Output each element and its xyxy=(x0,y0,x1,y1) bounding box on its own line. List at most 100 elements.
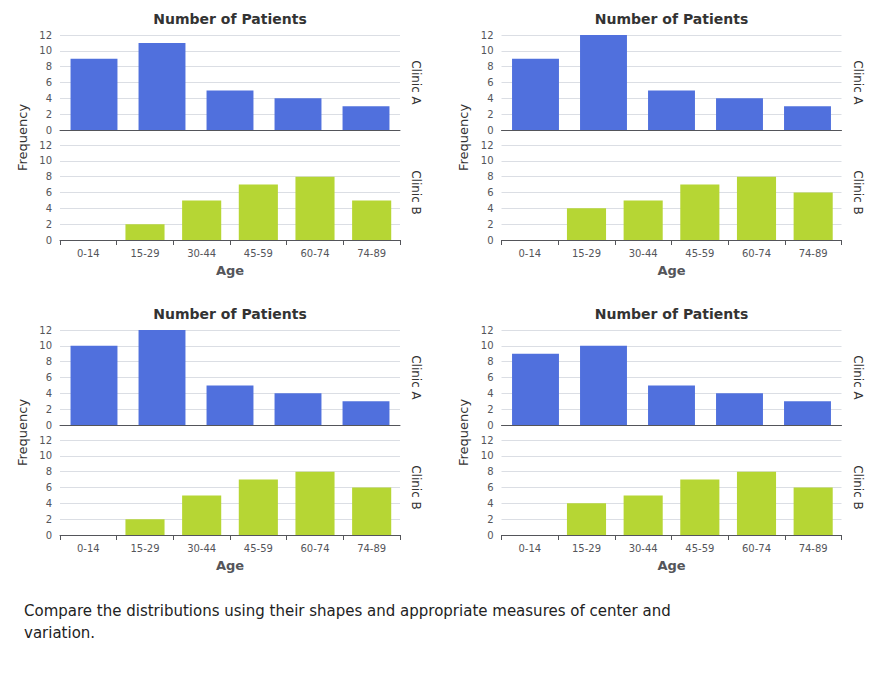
svg-text:4: 4 xyxy=(46,498,52,509)
svg-text:2: 2 xyxy=(487,109,493,120)
svg-text:45-59: 45-59 xyxy=(685,248,714,259)
svg-text:2: 2 xyxy=(46,404,52,415)
svg-text:12: 12 xyxy=(481,435,494,446)
svg-text:10: 10 xyxy=(481,450,494,461)
svg-text:12: 12 xyxy=(481,30,494,41)
svg-text:15-29: 15-29 xyxy=(130,248,159,259)
svg-text:10: 10 xyxy=(481,340,494,351)
svg-text:Clinic A: Clinic A xyxy=(851,60,865,105)
svg-text:Age: Age xyxy=(216,558,244,573)
svg-text:12: 12 xyxy=(39,325,52,336)
svg-text:30-44: 30-44 xyxy=(187,543,216,554)
svg-text:8: 8 xyxy=(487,466,493,477)
svg-text:10: 10 xyxy=(39,45,52,56)
svg-text:45-59: 45-59 xyxy=(244,248,273,259)
svg-text:2: 2 xyxy=(46,514,52,525)
svg-text:0: 0 xyxy=(487,235,493,246)
svg-text:6: 6 xyxy=(46,187,52,198)
svg-text:6: 6 xyxy=(46,77,52,88)
svg-text:6: 6 xyxy=(487,187,493,198)
svg-text:8: 8 xyxy=(46,356,52,367)
svg-text:4: 4 xyxy=(487,388,493,399)
svg-text:0-14: 0-14 xyxy=(518,248,541,259)
svg-text:74-89: 74-89 xyxy=(357,543,386,554)
svg-text:30-44: 30-44 xyxy=(629,543,658,554)
svg-text:Number of Patients: Number of Patients xyxy=(153,11,306,27)
svg-text:0: 0 xyxy=(46,125,52,136)
svg-text:15-29: 15-29 xyxy=(572,248,601,259)
svg-text:Frequency: Frequency xyxy=(15,399,30,466)
svg-text:6: 6 xyxy=(487,372,493,383)
svg-text:15-29: 15-29 xyxy=(572,543,601,554)
svg-text:Number of Patients: Number of Patients xyxy=(595,11,748,27)
svg-text:4: 4 xyxy=(46,388,52,399)
svg-text:30-44: 30-44 xyxy=(629,248,658,259)
svg-text:10: 10 xyxy=(39,155,52,166)
svg-text:0: 0 xyxy=(487,125,493,136)
svg-text:12: 12 xyxy=(39,140,52,151)
svg-text:6: 6 xyxy=(487,77,493,88)
svg-text:74-89: 74-89 xyxy=(357,248,386,259)
svg-text:0: 0 xyxy=(46,530,52,541)
svg-text:12: 12 xyxy=(481,140,494,151)
svg-text:74-89: 74-89 xyxy=(799,543,828,554)
svg-text:2: 2 xyxy=(487,404,493,415)
svg-text:8: 8 xyxy=(46,61,52,72)
svg-text:6: 6 xyxy=(487,482,493,493)
svg-text:variation.: variation. xyxy=(24,624,95,642)
svg-text:4: 4 xyxy=(487,498,493,509)
svg-text:0: 0 xyxy=(46,420,52,431)
svg-text:0-14: 0-14 xyxy=(77,248,100,259)
svg-text:60-74: 60-74 xyxy=(300,248,329,259)
svg-text:60-74: 60-74 xyxy=(742,543,771,554)
svg-text:0-14: 0-14 xyxy=(77,543,100,554)
svg-text:8: 8 xyxy=(487,171,493,182)
svg-text:8: 8 xyxy=(487,61,493,72)
svg-text:4: 4 xyxy=(46,203,52,214)
svg-text:Clinic B: Clinic B xyxy=(851,170,865,215)
svg-text:Clinic A: Clinic A xyxy=(409,355,423,400)
svg-text:45-59: 45-59 xyxy=(244,543,273,554)
svg-text:45-59: 45-59 xyxy=(685,543,714,554)
svg-text:2: 2 xyxy=(487,514,493,525)
svg-text:30-44: 30-44 xyxy=(187,248,216,259)
svg-text:6: 6 xyxy=(46,372,52,383)
svg-text:60-74: 60-74 xyxy=(300,543,329,554)
svg-text:Age: Age xyxy=(216,263,244,278)
svg-text:10: 10 xyxy=(481,155,494,166)
svg-text:0-14: 0-14 xyxy=(518,543,541,554)
svg-text:4: 4 xyxy=(487,203,493,214)
svg-text:Clinic B: Clinic B xyxy=(851,465,865,510)
svg-text:Frequency: Frequency xyxy=(15,104,30,171)
svg-text:8: 8 xyxy=(46,466,52,477)
svg-text:0: 0 xyxy=(487,420,493,431)
svg-text:60-74: 60-74 xyxy=(742,248,771,259)
svg-text:Frequency: Frequency xyxy=(456,104,471,171)
svg-text:Compare the distributions usin: Compare the distributions using their sh… xyxy=(24,602,671,620)
svg-text:74-89: 74-89 xyxy=(799,248,828,259)
svg-text:Age: Age xyxy=(657,558,685,573)
svg-text:Clinic A: Clinic A xyxy=(409,60,423,105)
svg-text:Frequency: Frequency xyxy=(456,399,471,466)
svg-text:Clinic B: Clinic B xyxy=(409,170,423,215)
svg-text:4: 4 xyxy=(487,93,493,104)
svg-text:0: 0 xyxy=(46,235,52,246)
svg-text:Age: Age xyxy=(657,263,685,278)
svg-text:15-29: 15-29 xyxy=(130,543,159,554)
svg-text:10: 10 xyxy=(481,45,494,56)
svg-text:8: 8 xyxy=(46,171,52,182)
svg-text:2: 2 xyxy=(487,219,493,230)
svg-text:Clinic A: Clinic A xyxy=(851,355,865,400)
svg-text:10: 10 xyxy=(39,340,52,351)
svg-text:12: 12 xyxy=(481,325,494,336)
svg-text:6: 6 xyxy=(46,482,52,493)
svg-text:2: 2 xyxy=(46,109,52,120)
svg-text:4: 4 xyxy=(46,93,52,104)
svg-text:8: 8 xyxy=(487,356,493,367)
svg-text:12: 12 xyxy=(39,435,52,446)
svg-text:Clinic B: Clinic B xyxy=(409,465,423,510)
svg-text:12: 12 xyxy=(39,30,52,41)
svg-text:Number of Patients: Number of Patients xyxy=(595,306,748,322)
svg-text:10: 10 xyxy=(39,450,52,461)
svg-text:2: 2 xyxy=(46,219,52,230)
